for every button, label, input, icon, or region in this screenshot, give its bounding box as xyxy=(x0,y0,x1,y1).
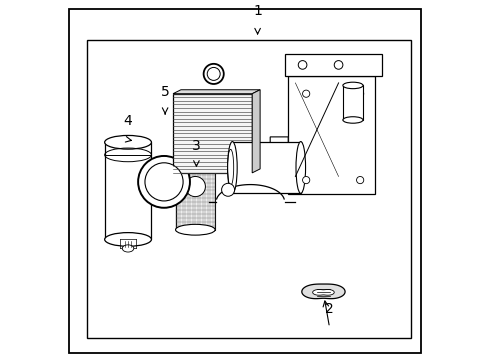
Polygon shape xyxy=(285,54,382,76)
Circle shape xyxy=(207,67,220,80)
Circle shape xyxy=(145,163,183,201)
Text: 4: 4 xyxy=(123,114,132,128)
Circle shape xyxy=(303,90,310,97)
Ellipse shape xyxy=(105,135,151,149)
Ellipse shape xyxy=(228,141,237,193)
Ellipse shape xyxy=(175,224,215,235)
Text: 3: 3 xyxy=(192,139,201,153)
Polygon shape xyxy=(313,289,334,295)
Circle shape xyxy=(185,176,205,197)
Text: 1: 1 xyxy=(253,4,262,18)
Polygon shape xyxy=(232,141,301,193)
Ellipse shape xyxy=(296,141,306,193)
Circle shape xyxy=(204,64,224,84)
Polygon shape xyxy=(302,284,345,299)
Circle shape xyxy=(138,156,190,208)
Circle shape xyxy=(303,176,310,184)
Polygon shape xyxy=(173,94,252,173)
Polygon shape xyxy=(343,85,363,120)
Polygon shape xyxy=(175,143,215,230)
Polygon shape xyxy=(252,90,260,173)
Ellipse shape xyxy=(175,138,215,149)
Ellipse shape xyxy=(105,233,151,246)
Circle shape xyxy=(298,60,307,69)
Ellipse shape xyxy=(122,245,134,252)
Circle shape xyxy=(357,90,364,97)
Circle shape xyxy=(221,183,235,196)
Circle shape xyxy=(357,176,364,184)
Polygon shape xyxy=(270,137,288,180)
Ellipse shape xyxy=(343,82,363,89)
Ellipse shape xyxy=(343,117,363,123)
Circle shape xyxy=(334,60,343,69)
Polygon shape xyxy=(173,90,260,94)
Polygon shape xyxy=(288,76,374,194)
Text: 5: 5 xyxy=(161,85,170,99)
Text: 2: 2 xyxy=(325,302,334,316)
Polygon shape xyxy=(105,142,151,239)
